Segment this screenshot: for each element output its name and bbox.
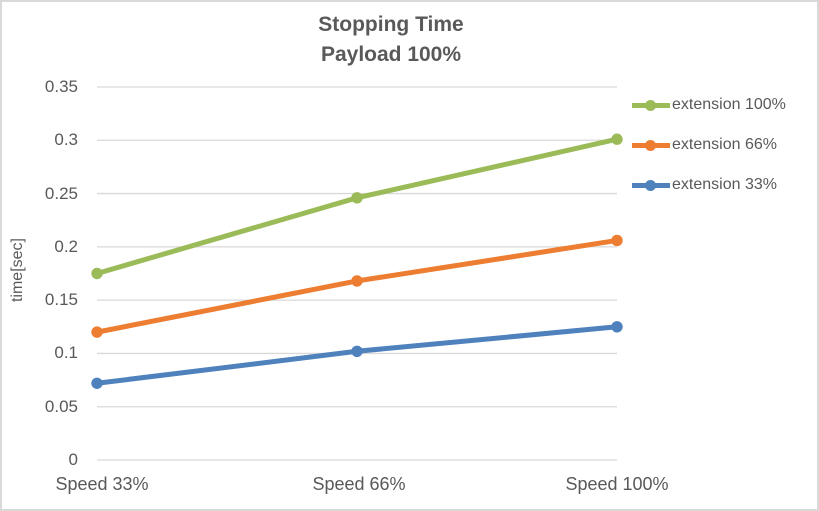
legend-line-marker-icon (632, 99, 670, 111)
y-tick-label: 0.25 (44, 183, 78, 203)
y-tick-label: 0.2 (54, 236, 78, 256)
legend-label: extension 100% (672, 96, 786, 113)
y-tick-label: 0.3 (54, 130, 78, 150)
chart-title: Stopping Time Payload 100% (2, 10, 780, 70)
legend-item: extension 33% (632, 165, 786, 205)
chart-title-line1: Stopping Time (318, 13, 464, 36)
y-tick-label: 0 (68, 450, 78, 469)
legend-label: extension 66% (672, 136, 777, 153)
data-point-marker (611, 321, 623, 333)
data-point-marker (611, 234, 623, 247)
data-point-marker (611, 133, 623, 145)
y-tick-label: 0.15 (44, 290, 78, 310)
data-point-marker (351, 275, 363, 287)
legend: extension 100% extension 66% extension 33% (632, 85, 786, 205)
legend-item: extension 100% (632, 85, 786, 125)
y-tick-label: 0.05 (44, 396, 78, 416)
x-category-label: Speed 66% (312, 474, 406, 494)
data-point-marker (351, 192, 363, 204)
legend-item: extension 66% (632, 125, 786, 165)
y-tick-label: 0.35 (44, 77, 78, 96)
data-point-marker (351, 345, 363, 357)
chart-title-line2: Payload 100% (320, 43, 462, 66)
x-category-label: Speed 100% (565, 474, 669, 494)
legend-line-marker-icon (632, 139, 670, 151)
y-tick-label: 0.1 (54, 343, 78, 363)
data-point-marker (91, 377, 103, 389)
data-point-marker (91, 267, 103, 280)
legend-line-marker-icon (632, 179, 670, 191)
data-point-marker (91, 326, 103, 338)
legend-label: extension 33% (672, 176, 777, 193)
x-category-label: Speed 33% (55, 474, 149, 494)
